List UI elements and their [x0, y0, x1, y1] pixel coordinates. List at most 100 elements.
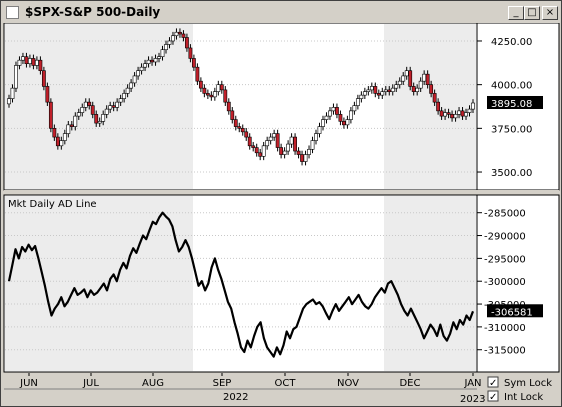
candle-down — [279, 147, 284, 155]
candle-up — [418, 80, 423, 89]
candle-down — [230, 110, 235, 120]
candle-down — [94, 114, 99, 124]
ad-last-value-tag — [487, 304, 543, 318]
ad-tick-label: -290000 — [484, 232, 526, 243]
candle-down — [41, 70, 46, 87]
candle-up — [355, 98, 360, 106]
candle-up — [404, 70, 409, 77]
candle-up — [73, 115, 78, 127]
candle-down — [240, 128, 245, 133]
candle-down — [185, 37, 189, 49]
candle-down — [111, 105, 116, 108]
candle-down — [55, 136, 60, 147]
minimize-button[interactable]: _ — [508, 6, 524, 20]
candle-up — [380, 91, 385, 96]
candle-up — [369, 86, 374, 91]
price-tick-label: 3500.00 — [491, 168, 532, 179]
candle-up — [101, 114, 106, 122]
chart-area[interactable]: 3500.00 3750.00 4000.00 4250.00 3895.08 Mkt… — [1, 23, 561, 406]
x-tick-label: NOV — [337, 378, 359, 389]
ad-last-value: -306581 — [491, 307, 533, 318]
candle-up — [21, 56, 25, 61]
ad-gridlines — [5, 212, 476, 351]
int-lock-check-icon: ✓ — [489, 392, 497, 403]
candle-down — [223, 89, 228, 103]
x-year-label-2023: 2023 — [460, 394, 485, 405]
candle-up — [108, 105, 113, 110]
candle-up — [359, 94, 364, 99]
candle-up — [268, 136, 273, 141]
ad-shade-left — [5, 196, 193, 371]
candle-down — [192, 58, 196, 68]
candle-down — [446, 112, 451, 115]
candle-up — [125, 87, 130, 94]
candle-down — [38, 59, 43, 71]
window-title: $SPX-S&P 500-Daily — [25, 5, 161, 19]
candle-down — [219, 84, 224, 91]
candle-down — [258, 152, 263, 157]
candle-down — [48, 101, 53, 129]
candle-down — [338, 114, 343, 122]
candle-down — [247, 136, 252, 147]
candle-up — [129, 82, 134, 89]
lock-controls[interactable]: 2023 ✓ Sym Lock ✓ Int Lock — [460, 376, 552, 405]
candle-down — [31, 58, 36, 66]
candle-up — [321, 119, 325, 127]
candle-up — [66, 124, 71, 134]
candle-up — [17, 59, 22, 66]
int-lock-checkbox[interactable] — [487, 390, 499, 402]
candle-up — [122, 93, 127, 99]
int-lock-label[interactable]: Int Lock — [504, 392, 543, 403]
pane-splitter[interactable] — [4, 190, 559, 195]
candle-down — [251, 145, 256, 148]
candle-up — [352, 105, 357, 112]
candle-down — [439, 110, 444, 117]
candle-up — [80, 107, 85, 113]
candle-up — [317, 126, 322, 134]
candle-up — [324, 115, 329, 120]
ad-axis-bg — [476, 194, 560, 373]
candle-up — [118, 98, 123, 103]
candle-up — [136, 70, 140, 77]
ad-line-pane[interactable]: Mkt Daily AD Line -285000 -290000 -295000 -… — [3, 194, 560, 373]
candle-up — [7, 98, 11, 105]
candle-down — [69, 124, 74, 127]
candle-up — [76, 112, 81, 117]
title-bar[interactable]: $SPX-S&P 500-Daily _ □ × — [3, 3, 559, 22]
candle-up — [390, 87, 395, 92]
candle-down — [436, 101, 441, 112]
maximize-button[interactable]: □ — [524, 6, 540, 20]
ad-line-series — [7, 211, 475, 358]
candle-up — [314, 133, 318, 141]
candle-up — [457, 110, 461, 115]
candle-down — [429, 84, 434, 94]
candle-up — [272, 133, 277, 138]
candle-down — [450, 114, 454, 119]
candle-down — [373, 86, 378, 94]
candle-up — [471, 102, 475, 110]
candle-up — [167, 40, 172, 45]
candle-down — [188, 47, 193, 59]
sym-lock-checkbox[interactable] — [487, 376, 499, 388]
x-tick-label: DEC — [399, 378, 420, 389]
candle-down — [209, 94, 214, 98]
candle-down — [52, 128, 57, 138]
ad-shade-right — [384, 196, 476, 371]
sym-lock-check-icon: ✓ — [489, 378, 497, 389]
ad-tick-label: -285000 — [484, 209, 526, 220]
candle-down — [411, 86, 416, 92]
close-button[interactable]: × — [542, 6, 558, 20]
candle-up — [366, 89, 371, 92]
x-tick-label: JUN — [19, 378, 38, 389]
candle-up — [453, 114, 458, 119]
x-tick-label: OCT — [275, 378, 297, 389]
candle-down — [387, 89, 392, 92]
sym-lock-label[interactable]: Sym Lock — [504, 378, 552, 389]
candle-up — [397, 80, 402, 85]
candle-down — [293, 136, 297, 152]
candle-up — [303, 154, 308, 162]
price-pane[interactable]: 3500.00 3750.00 4000.00 4250.00 3895.08 — [3, 23, 560, 191]
price-tick-label: 4000.00 — [491, 81, 532, 92]
app-icon — [6, 6, 19, 19]
